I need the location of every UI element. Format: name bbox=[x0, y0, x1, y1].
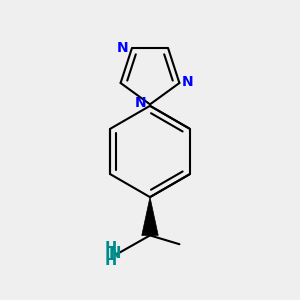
Text: H: H bbox=[105, 253, 117, 268]
Text: N: N bbox=[135, 96, 146, 110]
Text: H: H bbox=[105, 241, 117, 256]
Text: N: N bbox=[117, 41, 129, 55]
Text: N: N bbox=[182, 75, 194, 89]
Polygon shape bbox=[142, 197, 158, 236]
Text: N: N bbox=[109, 246, 121, 261]
